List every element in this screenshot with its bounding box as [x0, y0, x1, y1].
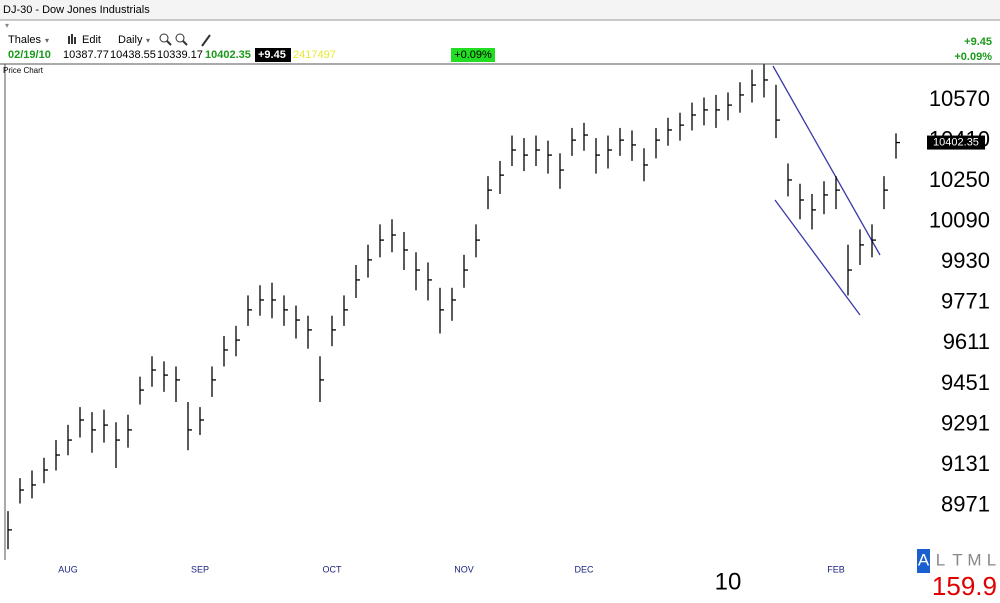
trend-line	[774, 199, 861, 316]
window-title: DJ-30 - Dow Jones Industrials	[3, 4, 150, 16]
edit-button[interactable]: Edit	[82, 34, 101, 46]
zoom-out[interactable]	[175, 33, 188, 46]
x-tick-label: SEP	[191, 564, 209, 574]
scale-button[interactable]: M	[967, 550, 981, 569]
scale-button[interactable]: T	[952, 550, 962, 569]
y-tick-label: 10090	[929, 208, 990, 233]
x-tick-label: FEB	[827, 564, 845, 574]
y-tick-label: 8971	[941, 492, 990, 517]
y-tick-label: 10570	[929, 86, 990, 111]
y-tick-label: 9451	[941, 370, 990, 395]
x-tick-label: OCT	[323, 564, 343, 574]
scale-selected	[917, 549, 930, 573]
x-tick-label: NOV	[454, 564, 474, 574]
bar-low: 10339.17	[157, 49, 203, 61]
draw-tool[interactable]	[201, 34, 211, 47]
bar-change: +9.45	[258, 49, 286, 61]
last-price-box	[927, 135, 985, 150]
zoom-in[interactable]	[159, 33, 172, 46]
bar-high: 10438.55	[110, 49, 156, 61]
change-box	[255, 48, 291, 62]
x-tick-label: DEC	[574, 564, 594, 574]
scale-button[interactable]: L	[987, 550, 996, 569]
y-tick-label: 9611	[943, 329, 990, 354]
y-tick-label: 10250	[929, 167, 990, 192]
title-bar	[0, 0, 1000, 20]
right-change: +9.45	[964, 36, 992, 48]
bar-icon[interactable]	[68, 34, 76, 44]
trend-line	[772, 65, 881, 256]
bar-date: 02/19/10	[8, 49, 51, 61]
footer-value: 159.9	[932, 571, 997, 601]
y-tick-label: 9771	[941, 289, 990, 314]
bar-volume: 2417497	[293, 49, 336, 61]
dropdown-arrow[interactable]: ▾	[45, 36, 49, 45]
plot: 8971 9131 9291 9451 9611 9771 9930 10090 10250 10…	[7, 64, 990, 595]
bar-open: 10387.77	[63, 49, 109, 61]
dropdown-arrow[interactable]: ▾	[146, 36, 150, 45]
dropdown-arrow[interactable]: ▾	[5, 21, 9, 30]
period-menu[interactable]: Daily	[118, 34, 143, 46]
scale-button[interactable]: A	[918, 550, 930, 569]
right-change-pct: +0.09%	[954, 51, 992, 63]
y-tick-label: 9291	[941, 410, 990, 435]
year-label: 10	[715, 568, 742, 595]
panel-label: Price Chart	[3, 66, 44, 75]
last-price-label: 10402.35	[933, 136, 979, 148]
bar-last: 10402.35	[205, 49, 251, 61]
change-pct-box	[451, 48, 495, 62]
x-tick-label: AUG	[58, 564, 78, 574]
scale-button[interactable]: L	[936, 550, 945, 569]
y-tick-label: 9131	[941, 451, 990, 476]
bar-change-pct: +0.09%	[454, 49, 492, 61]
y-tick-label: 9930	[941, 248, 990, 273]
symbol-menu[interactable]: Thales	[8, 34, 42, 46]
